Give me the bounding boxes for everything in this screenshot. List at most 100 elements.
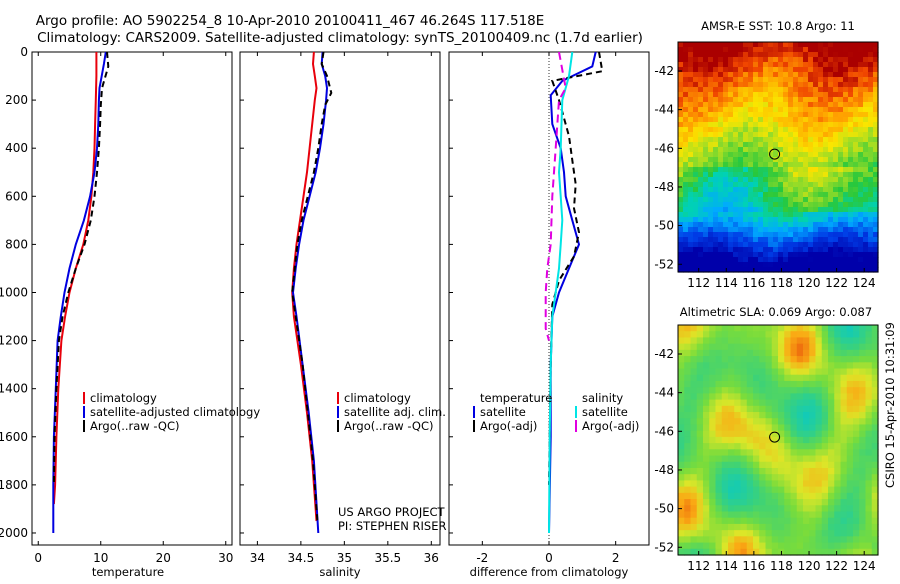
map-cell xyxy=(778,393,785,401)
map-cell xyxy=(838,257,844,263)
map-cell xyxy=(865,430,873,438)
map-cell xyxy=(846,523,854,531)
map-cell xyxy=(784,486,792,494)
map-cell xyxy=(868,227,874,233)
map-cell xyxy=(813,227,819,233)
map-cell xyxy=(853,162,859,168)
map-cell xyxy=(718,87,724,93)
map-cell xyxy=(838,252,844,258)
map-cell xyxy=(778,349,785,357)
map-cell xyxy=(698,47,704,53)
map-cell xyxy=(818,67,824,73)
map-cell xyxy=(759,412,767,419)
map-cell xyxy=(703,122,709,128)
map-cell xyxy=(828,252,834,258)
map-cell xyxy=(778,492,785,500)
map-cell xyxy=(696,412,704,419)
map-cell xyxy=(743,172,749,178)
map-cell xyxy=(708,117,714,123)
map-cell xyxy=(834,536,842,544)
map-cell xyxy=(783,127,789,133)
map-cell xyxy=(684,356,692,363)
map-cell xyxy=(683,67,689,73)
map-cell xyxy=(690,449,698,457)
map-cell xyxy=(721,517,729,525)
map-cell xyxy=(708,77,714,83)
map-cell xyxy=(723,77,729,83)
map-cell xyxy=(696,523,704,531)
map-cell xyxy=(708,42,714,48)
map-cell xyxy=(828,67,834,73)
map-cell xyxy=(683,197,689,203)
map-cell xyxy=(778,182,784,188)
map-cell xyxy=(718,162,724,168)
map-cell xyxy=(765,380,773,388)
map-cell xyxy=(713,112,719,118)
map-cell xyxy=(818,187,824,193)
map-cell xyxy=(728,412,735,419)
map-cell xyxy=(848,202,854,208)
map-cell xyxy=(840,517,848,525)
map-cell xyxy=(865,548,873,556)
map-cell xyxy=(834,486,842,494)
map-cell xyxy=(803,412,810,419)
map-cell xyxy=(863,107,869,113)
map-cell xyxy=(809,356,817,363)
map-cell xyxy=(693,242,699,248)
map-cell xyxy=(833,47,839,53)
side-timestamp-label: CSIRO 15-Apr-2010 10:31:09 xyxy=(883,322,897,488)
map-cell xyxy=(688,237,694,243)
map-cell xyxy=(853,368,860,376)
map-cell xyxy=(783,57,789,63)
map-cell xyxy=(863,92,869,98)
map-cell xyxy=(838,167,844,173)
map-cell xyxy=(871,368,879,376)
map-cell xyxy=(713,77,719,83)
map-cell xyxy=(759,418,767,426)
map-cell xyxy=(843,177,849,183)
map-cell xyxy=(859,380,867,388)
map-cell xyxy=(678,57,684,63)
map-cell xyxy=(803,380,810,388)
y-tick-label: 0 xyxy=(20,45,28,59)
map-cell xyxy=(823,227,829,233)
map-cell xyxy=(809,436,817,444)
map-cell xyxy=(808,62,814,68)
map-cell xyxy=(715,412,723,419)
map-cell xyxy=(713,52,719,58)
map-cell xyxy=(773,162,779,168)
map-cell xyxy=(693,77,699,83)
map-cell xyxy=(784,461,792,469)
map-cell xyxy=(715,387,723,394)
map-cell xyxy=(696,536,704,544)
map-cell xyxy=(728,42,734,48)
map-cell xyxy=(733,147,739,153)
map-cell xyxy=(698,212,704,218)
map-cell xyxy=(809,467,817,475)
x-tick-label: -2 xyxy=(476,551,488,565)
map-cell xyxy=(683,42,689,48)
map-cell xyxy=(715,449,723,457)
map-cell xyxy=(823,87,829,93)
map-cell xyxy=(858,82,864,88)
map-cell xyxy=(768,102,774,108)
map-cell xyxy=(743,257,749,263)
map-cell xyxy=(733,202,739,208)
map-cell xyxy=(743,82,749,88)
map-cell xyxy=(828,492,835,500)
map-cell xyxy=(688,167,694,173)
map-cell xyxy=(771,412,779,419)
map-cell xyxy=(828,197,834,203)
map-cell xyxy=(823,192,829,198)
map-cell xyxy=(703,167,709,173)
map-cell xyxy=(753,430,760,438)
map-cell xyxy=(773,102,779,108)
map-cell xyxy=(753,212,759,218)
map-cell xyxy=(821,412,829,419)
map-cell xyxy=(858,62,864,68)
map-cell xyxy=(838,177,844,183)
map-cell xyxy=(753,505,760,513)
map-cell xyxy=(833,137,839,143)
map-cell xyxy=(718,262,724,268)
map-cell xyxy=(773,62,779,68)
